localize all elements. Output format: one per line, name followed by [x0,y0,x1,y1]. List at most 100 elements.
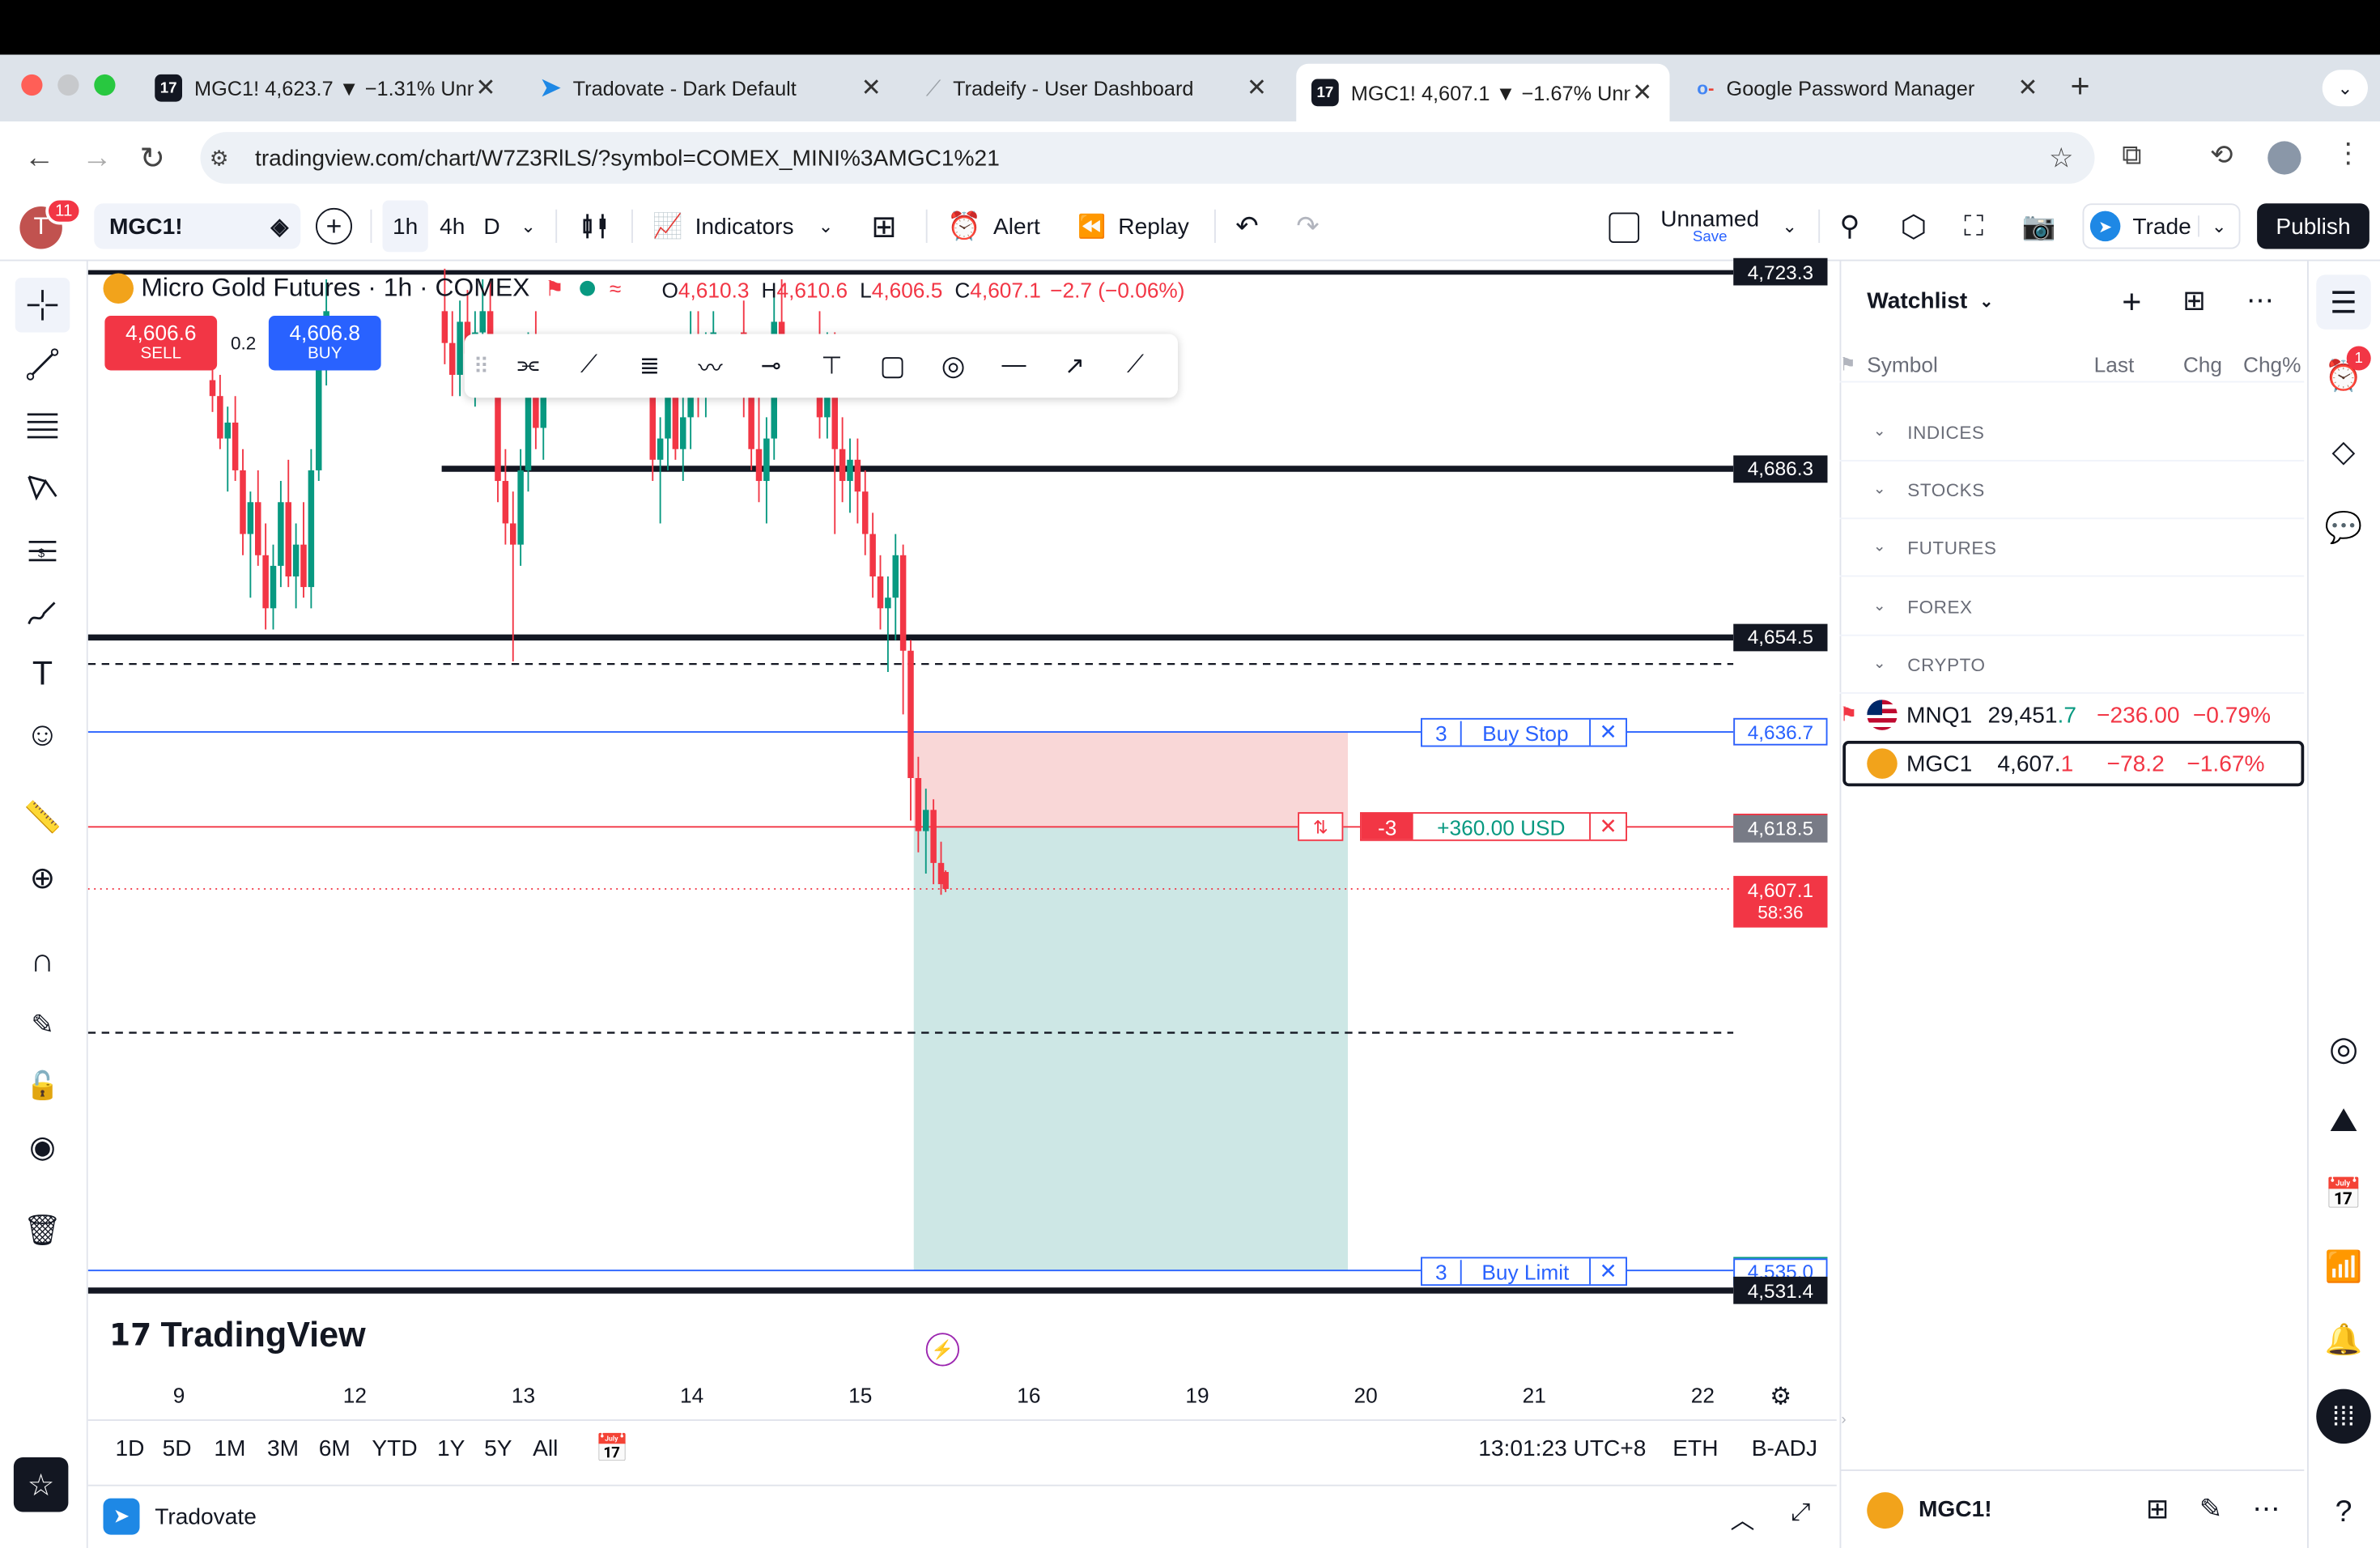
browser-menu-icon[interactable]: ⋮ [2334,138,2362,169]
close-tab-icon[interactable]: ✕ [2017,75,2038,102]
target-icon[interactable]: ◎ [2328,1029,2358,1068]
maximize-panel-icon[interactable]: ⤢ [1791,1499,1811,1526]
quick-search-icon[interactable]: ⚲ [1839,210,1860,241]
profile-avatar[interactable] [2267,141,2301,175]
position-label[interactable]: -3 +360.00 USD ✕ [1360,812,1627,841]
text-box-icon[interactable]: ⊤ [821,353,843,380]
interval-1h[interactable]: 1h [382,200,428,253]
range-button[interactable]: 1D [115,1435,145,1462]
redo-icon[interactable]: ↷ [1296,210,1320,241]
section-forex[interactable]: ⌄ FOREX [1839,578,2305,636]
close-tab-icon[interactable]: ✕ [1632,80,1653,107]
trend-line-icon[interactable]: ⟋ [580,352,597,378]
range-button[interactable]: 1M [214,1435,246,1462]
advanced-view-icon[interactable]: ⊞ [2182,285,2206,317]
fib-retracement-icon[interactable] [15,398,70,453]
path-icon[interactable]: 〰 [698,356,723,383]
candles-icon[interactable] [577,201,614,253]
zoom-in-icon[interactable]: ⊕ [29,861,56,895]
section-indices[interactable]: ⌄ INDICES [1839,404,2305,461]
layouts-icon[interactable]: ⊞ [871,210,897,244]
watchlist-row[interactable]: ⚑ MNQ1 29,451.7 −236.00 −0.79% [1840,694,2305,737]
tab-search-icon[interactable]: ⌄ [2322,70,2368,107]
close-tab-icon[interactable]: ✕ [475,75,496,102]
pattern-icon[interactable] [15,460,70,515]
fullscreen-icon[interactable]: ⛶ [1964,210,1983,241]
more-options-icon[interactable]: ⋯ [2252,1494,2280,1525]
details-symbol[interactable]: MGC1! [1919,1496,1992,1523]
horizontal-ray-icon[interactable]: ⊸ [760,353,782,380]
range-button[interactable]: 5D [162,1435,192,1462]
session-toggle[interactable]: ETH [1672,1435,1719,1462]
broker-tab[interactable]: ➤ Tradovate [103,1498,257,1535]
col-chg-pct[interactable]: Chg% [2242,351,2301,376]
chart-pane[interactable] [87,261,1837,1476]
close-window-button[interactable] [21,74,43,96]
news-feed-icon[interactable]: 📶 [2324,1250,2363,1284]
collapse-handle-icon[interactable]: › [1841,1411,1847,1429]
extensions-icon[interactable]: ⧉ [2122,139,2142,171]
compare-symbol-icon[interactable]: + [316,207,352,245]
lightning-icon[interactable]: ⚡ [925,1333,959,1367]
forecast-icon[interactable]: $ [15,524,70,579]
close-tab-icon[interactable]: ✕ [1246,75,1268,102]
grid-view-icon[interactable]: ⊞ [2145,1494,2170,1525]
long-position-icon[interactable]: ⫘ [516,352,540,378]
edit-icon[interactable]: ✎ [2199,1494,2222,1525]
magnet-icon[interactable]: ∩ [30,941,55,980]
browser-tab[interactable]: o- Google Password Manager ✕ [1682,64,2055,113]
help-icon[interactable]: ? [2335,1494,2352,1529]
apps-grid-icon[interactable]: ⁞⁞⁞ [2316,1389,2371,1444]
text-tool-icon[interactable]: T [32,654,53,692]
horizontal-line-icon[interactable]: — [1001,352,1026,378]
interval-4h[interactable]: 4h [440,213,465,240]
section-stocks[interactable]: ⌄ STOCKS [1839,461,2305,520]
undo-icon[interactable]: ↶ [1235,210,1259,241]
alert-button[interactable]: ⏰ Alert [947,201,1040,253]
settings-icon[interactable]: ⬡ [1900,210,1927,244]
layout-dropdown-icon[interactable]: ⌄ [1782,215,1798,237]
object-tree-icon[interactable]: ◇ [2331,435,2356,469]
trash-icon[interactable]: 🗑 [23,1214,62,1248]
ray-icon[interactable]: ⟋ [1126,352,1144,378]
section-futures[interactable]: ⌄ FUTURES [1839,519,2305,577]
ideas-icon[interactable]: ⛰ [2329,1100,2358,1139]
circle-icon[interactable]: ◎ [941,350,966,381]
browser-tab-active[interactable]: 17 MGC1! 4,607.1 ▼ −1.67% Unn ✕ [1296,63,1670,121]
extension-icon[interactable]: ⟲ [2210,139,2233,171]
more-options-icon[interactable]: ⋯ [2246,285,2274,317]
layout-name-button[interactable]: Unnamed Save [1660,206,1759,246]
close-position-icon[interactable]: ✕ [1589,814,1626,840]
col-last[interactable]: Last [2093,351,2135,376]
maximize-window-button[interactable] [94,74,116,96]
cancel-order-icon[interactable]: ✕ [1589,1258,1626,1285]
flag-icon[interactable]: ⚑ [1839,703,1858,726]
forward-icon[interactable]: → [82,141,113,175]
emoji-icon[interactable]: ☺ [25,715,60,753]
layout-checkbox-icon[interactable] [1609,212,1639,243]
crosshair-icon[interactable] [15,278,70,333]
calendar-icon[interactable]: 📅 [2324,1177,2363,1211]
sell-button[interactable]: 4,606.6 SELL [104,316,218,371]
trade-button[interactable]: ➤ Trade ⌄ [2082,203,2241,249]
interval-dropdown-icon[interactable]: ⌄ [521,215,536,237]
browser-tab[interactable]: ➤ Tradovate - Dark Default ✕ [525,64,899,113]
close-tab-icon[interactable]: ✕ [861,75,882,102]
interval-d[interactable]: D [483,213,500,240]
new-tab-icon[interactable]: + [2070,66,2090,105]
site-settings-icon[interactable]: ⚙ [209,145,229,170]
col-chg[interactable]: Chg [2182,351,2222,376]
goto-date-icon[interactable]: 📅 [595,1433,630,1464]
symbol-search[interactable]: MGC1! ◈ [94,203,301,249]
buy-limit-order[interactable]: 3 Buy Limit ✕ [1421,1257,1627,1286]
eye-icon[interactable]: ◉ [29,1129,56,1164]
replay-button[interactable]: ⏪ Replay [1077,201,1189,253]
favorites-star-icon[interactable]: ☆ [13,1457,69,1512]
collapse-panel-icon[interactable]: ︿ [1730,1508,1755,1535]
col-symbol[interactable]: Symbol [1867,351,1938,376]
back-icon[interactable]: ← [24,141,55,175]
watchlist-icon[interactable]: ☰ [2316,274,2371,330]
range-button[interactable]: 5Y [484,1435,512,1462]
user-avatar[interactable]: T [19,206,62,249]
trend-line-icon[interactable] [15,337,70,392]
